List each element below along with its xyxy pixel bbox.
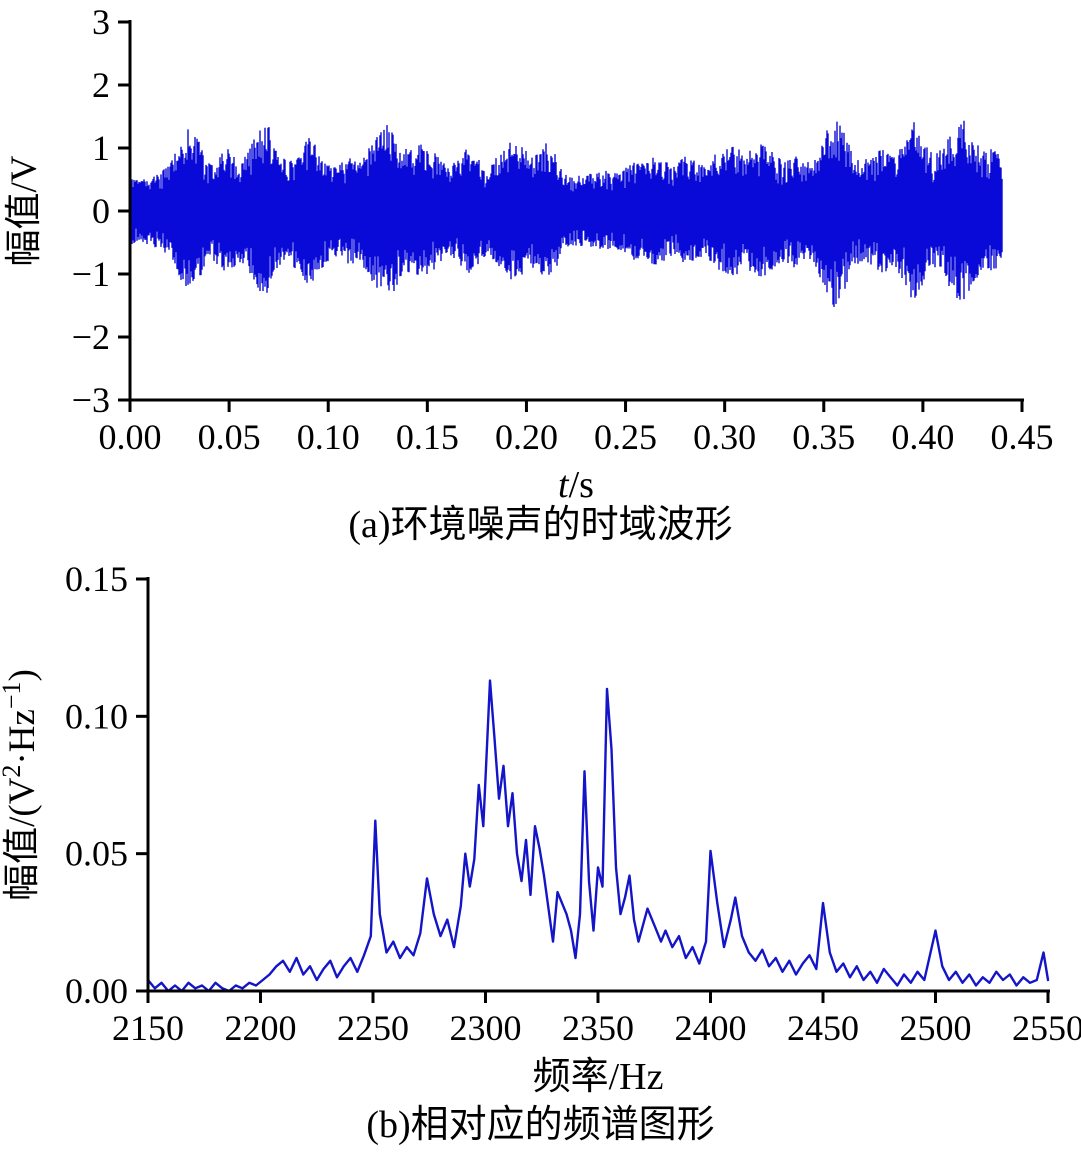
x-tick-label: 0.10 [297, 417, 360, 457]
x-tick-label: 0.00 [99, 417, 162, 457]
time-domain-chart-block: 0.00 0.05 0.10 0.15 0.20 0.25 0.30 0.35 0.40 0.45… [0, 0, 1081, 554]
time-domain-plot: 0.00 0.05 0.10 0.15 0.20 0.25 0.30 0.35 0.40 0.45… [4, 2, 1054, 500]
x-axis-ticks: 2150 2200 2250 2300 2350 2400 2450 2500 2550 [112, 991, 1081, 1048]
y-tick-label: 0.00 [65, 971, 128, 1011]
y-tick-label: 1 [92, 128, 110, 168]
x-axis-label: t/s [558, 464, 594, 500]
x-tick-label: 0.15 [396, 417, 459, 457]
x-tick-label: 2350 [562, 1008, 634, 1048]
x-tick-label: 2400 [675, 1008, 747, 1048]
spectrum-trace [146, 679, 1050, 993]
y-tick-label: 0.15 [65, 559, 128, 599]
x-tick-label: 0.45 [991, 417, 1054, 457]
x-tick-label: 0.40 [891, 417, 954, 457]
spectrum-series [146, 679, 1050, 993]
y-tick-label: 0 [92, 191, 110, 231]
x-tick-label: 0.05 [198, 417, 261, 457]
y-tick-label: −3 [72, 380, 110, 420]
spectrum-chart-block: 2150 2200 2250 2300 2350 2400 2450 2500 2550 0.00… [0, 554, 1081, 1154]
y-axis-ticks: 3 2 1 0 −1 −2 −3 [72, 2, 130, 420]
x-tick-label: 0.20 [495, 417, 558, 457]
y-tick-label: −1 [72, 254, 110, 294]
caption-b: (b)相对应的频谱图形 [366, 1104, 715, 1146]
y-axis-label: 幅值/(V2·Hz−1) [0, 669, 43, 901]
x-tick-label: 2200 [225, 1008, 297, 1048]
y-tick-label: 0.10 [65, 696, 128, 736]
x-tick-label: 2250 [337, 1008, 409, 1048]
axes [146, 577, 1050, 993]
spectrum-plot: 2150 2200 2250 2300 2350 2400 2450 2500 2550 0.00… [0, 559, 1081, 1098]
waveform-series [129, 120, 1003, 307]
x-tick-label: 0.25 [594, 417, 657, 457]
y-tick-label: −2 [72, 317, 110, 357]
x-tick-label: 0.30 [693, 417, 756, 457]
caption-a: (a)环境噪声的时域波形 [348, 504, 733, 546]
y-axis-ticks: 0.00 0.05 0.10 0.15 [65, 559, 148, 1011]
y-axis-label: 幅值/V [4, 155, 45, 266]
x-tick-label: 2500 [900, 1008, 972, 1048]
x-tick-label: 2150 [112, 1008, 184, 1048]
y-tick-label: 3 [92, 2, 110, 42]
x-tick-label: 2450 [787, 1008, 859, 1048]
waveform-trace [129, 120, 1003, 307]
y-tick-label: 0.05 [65, 834, 128, 874]
x-tick-label: 0.35 [792, 417, 855, 457]
x-tick-label: 2550 [1012, 1008, 1081, 1048]
x-tick-label: 2300 [450, 1008, 522, 1048]
x-axis-ticks: 0.00 0.05 0.10 0.15 0.20 0.25 0.30 0.35 0.40 0.45 [99, 400, 1054, 457]
x-axis-label: 频率/Hz [533, 1056, 664, 1098]
y-tick-label: 2 [92, 65, 110, 105]
